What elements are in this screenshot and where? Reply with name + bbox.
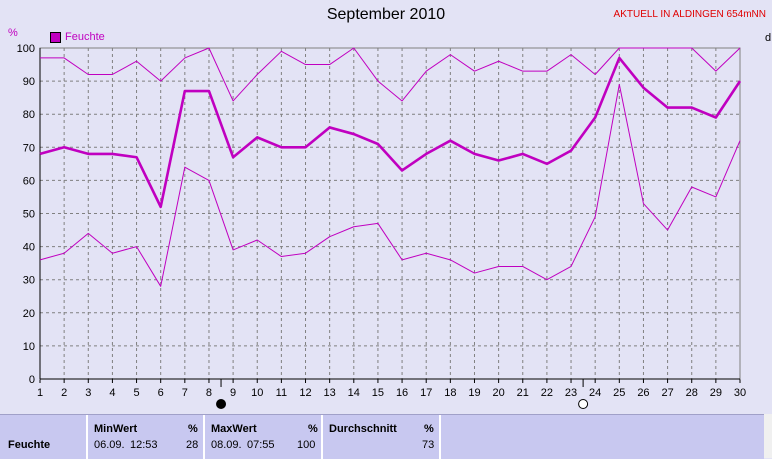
y-tick-label: 20 [23,308,35,320]
stats-max-cell: MaxWert % 08.09. 07:55 100 [205,415,323,459]
full-moon-icon [578,399,589,409]
x-tick-label: 16 [396,387,408,399]
statistics-table: Feuchte MinWert % 06.09. 12:53 28 MaxWer… [0,414,764,459]
station-label: AKTUELL IN ALDINGEN 654mNN [613,9,766,20]
max-value: 100 [297,439,316,451]
x-tick-label: 19 [468,387,480,399]
x-tick-label: 8 [206,387,212,399]
x-tick-label: 28 [686,387,698,399]
legend-swatch [50,31,61,43]
avg-header: Durchschnitt [329,423,397,435]
chart-axes [39,47,741,383]
x-tick-label: 17 [420,387,432,399]
y-tick-label: 60 [23,175,35,187]
y-tick-label: 10 [23,341,35,353]
x-tick-label: 12 [299,387,311,399]
y-tick-label: 40 [23,242,35,254]
x-tick-label: 13 [324,387,336,399]
chart-grid [40,47,740,379]
y-axis-unit: % [8,27,18,39]
x-tick-label: 21 [517,387,529,399]
y-tick-label: 90 [23,76,35,88]
min-unit: % [188,423,198,435]
chart-series [39,47,742,287]
max-unit: % [308,423,318,435]
x-tick-label: 14 [348,387,360,399]
min-time: 12:53 [130,439,158,451]
y-tick-label: 100 [17,43,35,55]
y-tick-label: 80 [23,109,35,121]
x-tick-label: 27 [661,387,673,399]
x-tick-label: 29 [710,387,722,399]
legend-label: Feuchte [65,31,105,43]
x-tick-label: 22 [541,387,553,399]
x-tick-label: 3 [85,387,91,399]
max-header: MaxWert [211,423,257,435]
x-tick-label: 7 [182,387,188,399]
stats-row-label: Feuchte [8,439,51,451]
min-date: 06.09. [94,439,125,451]
stats-avg-cell: Durchschnitt % 73 [323,415,441,459]
x-tick-label: 18 [444,387,456,399]
x-tick-label: 25 [613,387,625,399]
max-date: 08.09. [211,439,242,451]
x-tick-label: 4 [109,387,115,399]
x-tick-label: 20 [492,387,504,399]
right-axis-unit: d [765,32,772,44]
x-tick-label: 26 [637,387,649,399]
series-line-max [40,47,741,102]
moon-phase-markers [216,379,589,409]
avg-value: 73 [422,439,435,451]
x-tick-label: 11 [276,387,287,399]
avg-unit: % [424,423,434,435]
x-tick-label: 5 [133,387,139,399]
x-tick-label: 6 [158,387,164,399]
x-tick-label: 23 [565,387,577,399]
x-tick-label: 9 [230,387,236,399]
y-tick-label: 50 [23,209,35,221]
series-line-min [39,83,741,287]
scrollbar[interactable] [764,414,772,458]
max-time: 07:55 [247,439,275,451]
x-tick-label: 15 [372,387,384,399]
y-tick-label: 30 [23,275,35,287]
x-tick-label: 10 [251,387,263,399]
min-value: 28 [186,439,199,451]
min-header: MinWert [94,423,138,435]
y-tick-label: 0 [29,374,35,386]
legend: Feuchte [50,31,105,43]
stats-min-cell: MinWert % 06.09. 12:53 28 [88,415,205,459]
series-line-mean [39,56,742,209]
x-tick-label: 30 [734,387,746,399]
x-tick-label: 2 [61,387,67,399]
new-moon-icon [216,399,227,409]
chart-title: September 2010 [326,6,446,23]
stats-label-cell: Feuchte [0,415,88,459]
x-tick-label: 24 [589,387,601,399]
y-tick-label: 70 [23,142,35,154]
x-tick-label: 1 [37,387,43,399]
